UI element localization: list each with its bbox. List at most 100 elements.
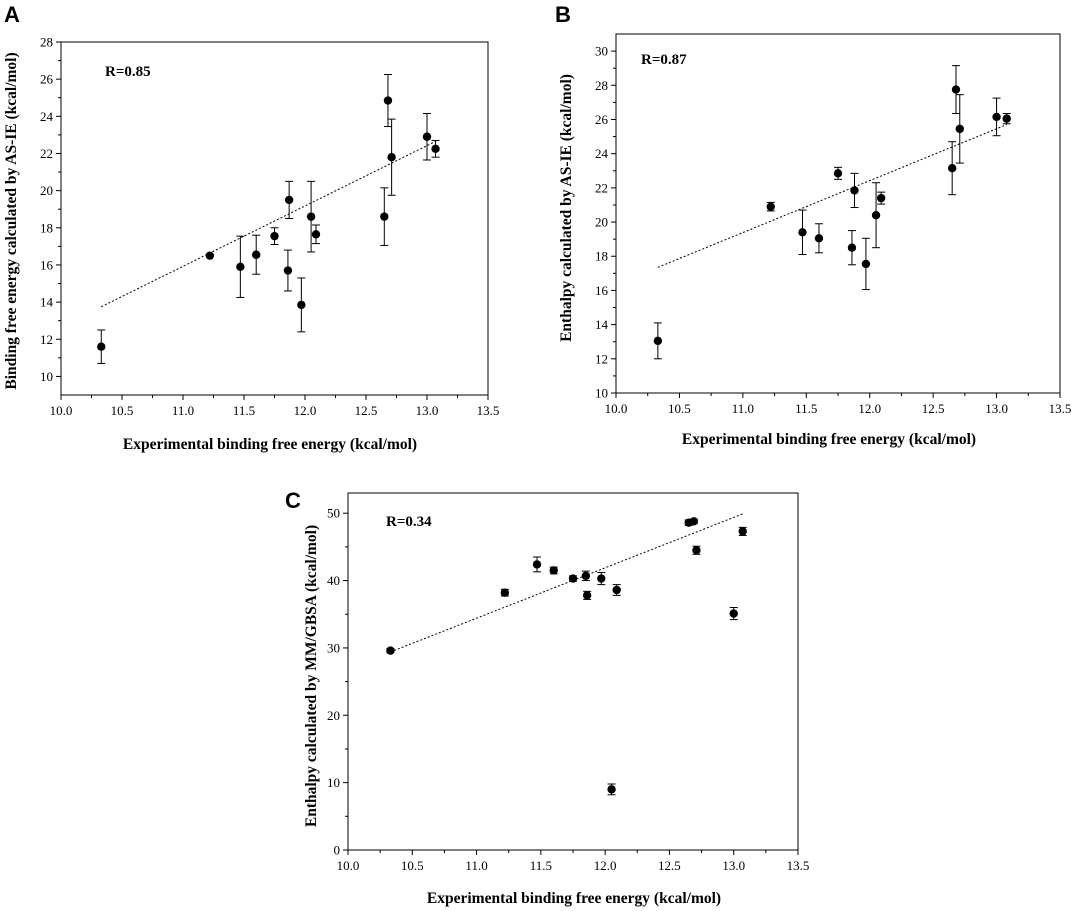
y-tick-label: 16 [40,257,54,272]
data-point [992,112,1001,122]
data-point [581,571,591,581]
data-point [833,169,843,178]
data-point [692,546,701,555]
data-point [283,266,293,275]
panel-c-y-axis-title: Enthalpy calculated by MM/GBSA (kcal/mol… [303,525,320,827]
panel-a-plot: 10.0 10.5 11.0 11.5 12.0 12.5 13.0 13.5 10 12 14 16… [40,35,499,419]
panel-b: B R=0.87 Experimental binding free energ… [555,2,1071,448]
data-point [847,243,857,252]
y-tick-label: 14 [595,317,609,332]
panel-b-r-value: R=0.87 [641,52,687,68]
data-point [97,342,106,351]
panel-a: A R=0.85 Experimental binding free energ… [3,2,499,453]
y-tick-label: 0 [334,843,341,858]
data-point [1002,114,1011,123]
y-tick-label: 26 [595,112,609,127]
x-tick-label: 12.5 [658,858,681,873]
x-tick-label: 10.5 [668,401,691,416]
y-tick-label: 30 [595,44,608,59]
x-tick-label: 10.5 [111,403,134,418]
y-tick-label: 24 [595,146,609,161]
data-point [798,228,807,237]
x-tick-label: 10.0 [605,401,628,416]
panel-a-x-axis-title: Experimental binding free energy (kcal/m… [123,436,417,453]
panel-c-x-axis-title: Experimental binding free energy (kcal/m… [427,890,721,907]
y-tick-label: 14 [40,295,54,310]
x-tick-label: 12.5 [922,401,945,416]
y-tick-label: 28 [40,35,53,50]
x-tick-label: 13.5 [1049,401,1072,416]
x-tick-label: 13.5 [477,403,500,418]
data-point [252,250,261,259]
data-point [380,212,389,221]
x-tick-label: 11.0 [465,858,487,873]
data-point [814,234,824,243]
data-point [431,144,440,154]
y-tick-label: 28 [595,78,608,93]
panel-c-letter: C [285,488,301,513]
data-point [297,300,306,310]
data-point [876,193,886,203]
y-tick-label: 16 [595,283,609,298]
y-tick-label: 10 [327,775,340,790]
data-point [607,785,616,794]
data-point [270,231,279,241]
fit-line [101,140,436,308]
y-tick-label: 30 [327,640,340,655]
y-tick-label: 26 [40,72,54,87]
data-point [386,646,395,655]
data-point [597,574,606,583]
data-point [729,609,738,618]
y-tick-label: 10 [40,369,53,384]
y-tick-label: 50 [327,506,340,521]
data-point [383,96,393,105]
x-tick-label: 13.0 [416,403,439,418]
panel-a-r-value: R=0.85 [105,64,151,80]
data-point [422,132,432,141]
data-point [951,85,961,94]
panel-c-plot: 10.0 10.5 11.0 11.5 12.0 12.5 13.0 13.5 0 10 20 30 4… [327,492,810,873]
y-tick-label: 22 [595,180,608,195]
x-tick-label: 11.5 [233,403,255,418]
plot-frame [347,492,799,851]
x-tick-label: 12.5 [355,403,378,418]
x-tick-label: 13.0 [985,401,1008,416]
data-point [582,591,592,600]
panel-a-letter: A [4,2,20,27]
data-point [861,259,871,269]
x-tick-label: 13.5 [787,858,810,873]
x-tick-label: 11.5 [795,401,817,416]
panel-b-y-axis-title: Enthalpy calculated by AS-IE (kcal/mol) [558,74,575,342]
y-tick-label: 18 [40,220,53,235]
y-tick-label: 22 [40,146,53,161]
x-tick-label: 11.0 [732,401,754,416]
panel-a-y-axis-title: Binding free energy calculated by AS-IE … [3,52,20,389]
data-point [311,230,321,239]
x-tick-label: 10.0 [50,403,73,418]
y-tick-label: 20 [40,183,53,198]
fit-line [657,124,1007,268]
panel-b-plot: 10.0 10.5 11.0 11.5 12.0 12.5 13.0 13.5 10 12 14 16… [595,33,1072,416]
data-point [306,212,316,221]
data-point [850,186,859,195]
y-tick-label: 10 [595,386,608,401]
data-point [568,574,578,583]
data-point [766,202,775,211]
fit-line [390,513,743,653]
panel-b-x-axis-title: Experimental binding free energy (kcal/m… [682,431,976,448]
y-tick-label: 12 [595,351,608,366]
panel-c-r-value: R=0.34 [386,514,432,530]
data-point [236,262,245,272]
panel-b-letter: B [555,2,571,27]
x-tick-label: 10.5 [401,858,424,873]
data-point [549,566,558,575]
x-tick-label: 11.0 [172,403,194,418]
y-tick-label: 18 [595,249,608,264]
x-tick-label: 10.0 [337,858,360,873]
x-tick-label: 12.0 [858,401,881,416]
y-tick-label: 24 [40,109,54,124]
data-point [947,163,957,173]
data-point [205,251,215,260]
data-point [738,527,747,536]
